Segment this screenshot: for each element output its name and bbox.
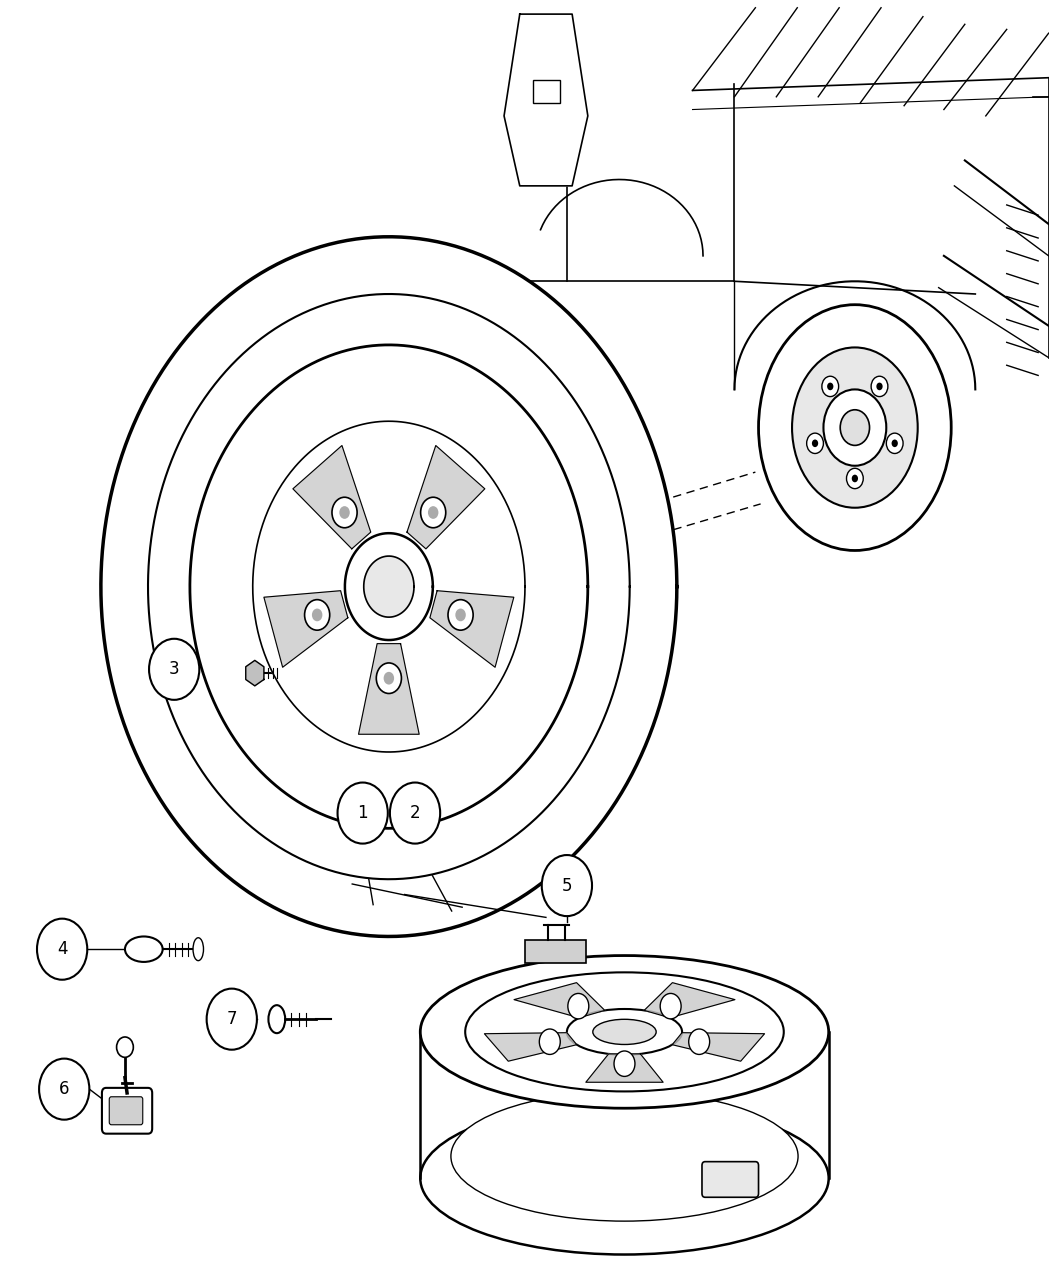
Circle shape [376, 663, 401, 694]
Circle shape [448, 599, 474, 630]
Polygon shape [407, 445, 485, 548]
Ellipse shape [465, 973, 783, 1091]
Polygon shape [264, 590, 348, 667]
Circle shape [37, 919, 87, 979]
Text: 4: 4 [57, 940, 67, 959]
Circle shape [827, 382, 834, 390]
Polygon shape [645, 983, 735, 1017]
FancyBboxPatch shape [702, 1162, 758, 1197]
Polygon shape [363, 556, 414, 617]
Ellipse shape [567, 1009, 682, 1054]
Ellipse shape [450, 1091, 798, 1221]
Polygon shape [253, 421, 525, 752]
Bar [533, 80, 560, 103]
Bar [525, 940, 586, 963]
Polygon shape [344, 533, 433, 640]
Ellipse shape [792, 347, 918, 507]
Polygon shape [190, 346, 588, 829]
Polygon shape [514, 983, 605, 1017]
Circle shape [542, 856, 592, 917]
Polygon shape [148, 295, 630, 880]
Ellipse shape [758, 305, 951, 551]
Ellipse shape [193, 937, 204, 960]
Circle shape [846, 468, 863, 488]
Text: 1: 1 [357, 805, 367, 822]
Circle shape [806, 434, 823, 454]
Circle shape [428, 506, 439, 519]
Circle shape [383, 672, 394, 685]
Text: 3: 3 [169, 660, 180, 678]
Circle shape [421, 497, 446, 528]
Polygon shape [586, 1054, 664, 1082]
Circle shape [689, 1029, 710, 1054]
Circle shape [891, 440, 898, 448]
Circle shape [540, 1029, 561, 1054]
Circle shape [117, 1037, 133, 1057]
Circle shape [812, 440, 818, 448]
FancyBboxPatch shape [102, 1088, 152, 1133]
Circle shape [39, 1058, 89, 1119]
Ellipse shape [269, 1005, 286, 1033]
Circle shape [823, 389, 886, 465]
Polygon shape [101, 237, 677, 936]
Circle shape [840, 409, 869, 445]
Circle shape [390, 783, 440, 844]
Ellipse shape [125, 936, 163, 961]
Circle shape [304, 599, 330, 630]
Circle shape [339, 506, 350, 519]
Circle shape [337, 783, 387, 844]
Circle shape [312, 608, 322, 621]
Polygon shape [504, 14, 588, 186]
Circle shape [207, 988, 257, 1049]
Circle shape [852, 474, 858, 482]
Circle shape [614, 1051, 635, 1076]
Circle shape [822, 376, 839, 397]
Text: 5: 5 [562, 877, 572, 895]
Polygon shape [293, 445, 371, 548]
Circle shape [660, 993, 681, 1019]
FancyBboxPatch shape [109, 1096, 143, 1125]
Circle shape [877, 382, 883, 390]
Ellipse shape [420, 955, 828, 1108]
Text: 7: 7 [227, 1010, 237, 1028]
Ellipse shape [420, 1102, 828, 1255]
Circle shape [872, 376, 888, 397]
Circle shape [149, 639, 200, 700]
Ellipse shape [593, 1019, 656, 1044]
Text: 2: 2 [410, 805, 420, 822]
Circle shape [886, 434, 903, 454]
Polygon shape [672, 1033, 764, 1061]
Polygon shape [358, 644, 419, 734]
Circle shape [568, 993, 589, 1019]
Polygon shape [246, 660, 264, 686]
Circle shape [332, 497, 357, 528]
Circle shape [456, 608, 466, 621]
Polygon shape [484, 1033, 576, 1061]
Polygon shape [429, 590, 513, 667]
Text: 6: 6 [59, 1080, 69, 1098]
